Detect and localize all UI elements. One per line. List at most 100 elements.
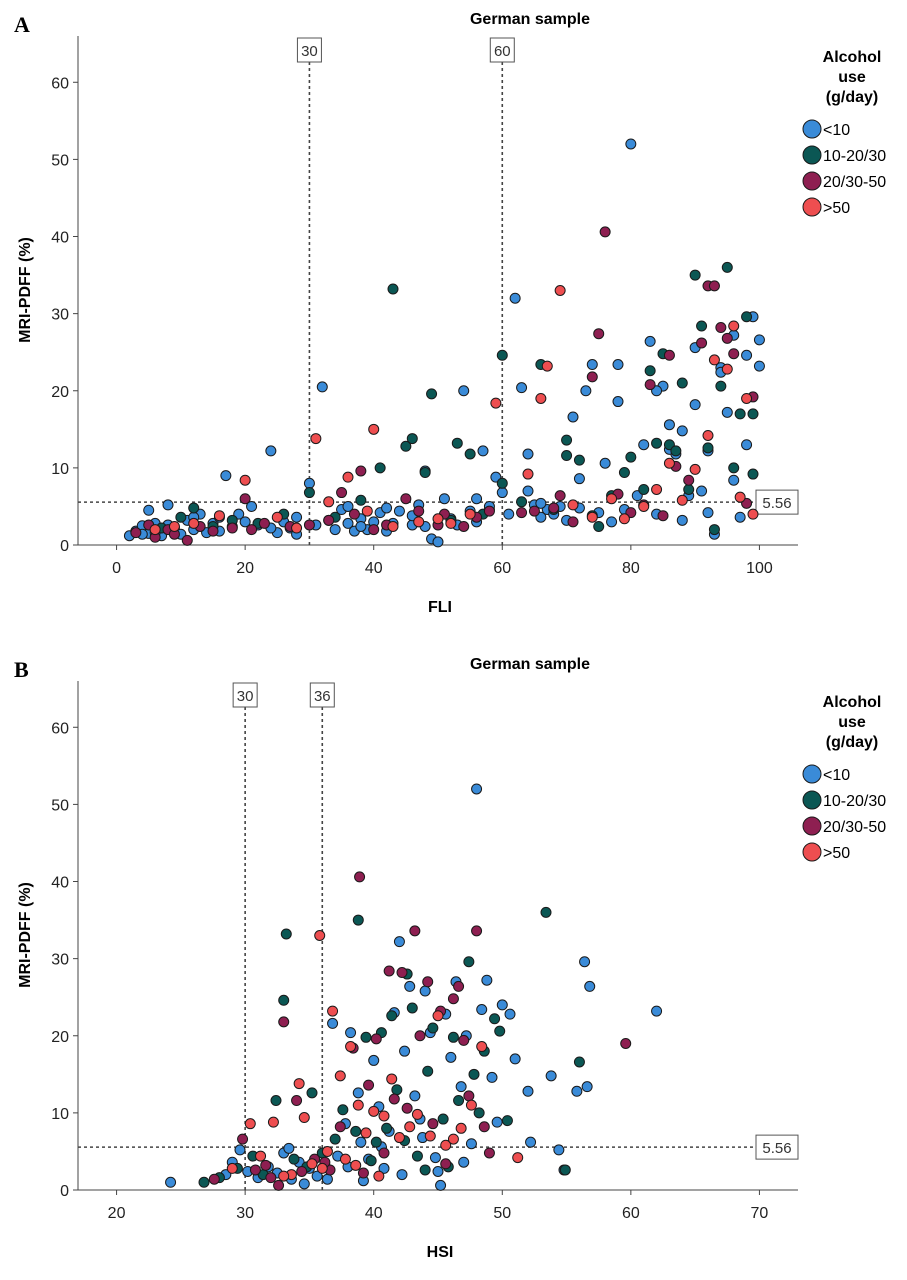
data-point: [447, 1031, 459, 1043]
data-point: [337, 1104, 349, 1116]
data-point: [728, 320, 740, 332]
data-point: [237, 1133, 249, 1145]
data-point: [747, 468, 759, 480]
data-point: [422, 976, 434, 988]
data-point: [437, 1113, 449, 1125]
data-point: [280, 928, 292, 940]
x-axis-title: HSI: [427, 1244, 454, 1261]
data-point: [401, 1102, 413, 1114]
data-point: [327, 1017, 339, 1029]
data-point: [355, 465, 367, 477]
data-point: [651, 1005, 663, 1017]
data-point: [342, 517, 354, 529]
data-point: [702, 442, 714, 454]
data-point: [689, 399, 701, 411]
data-point: [586, 371, 598, 383]
data-point: [458, 520, 470, 532]
data-point: [321, 1173, 333, 1185]
data-point: [453, 1095, 465, 1107]
data-point: [373, 1170, 385, 1182]
data-point: [432, 1165, 444, 1177]
y-tick-label: 50: [51, 797, 69, 814]
data-point: [455, 1122, 467, 1134]
data-point: [360, 1127, 372, 1139]
panel-b: B German sample 0 10 20 30 40 50 60 20 30 40 50 60 7…: [0, 645, 907, 1275]
data-point: [345, 1041, 357, 1053]
data-point: [489, 1013, 501, 1025]
data-point: [168, 520, 180, 532]
data-point: [620, 1037, 632, 1049]
data-point: [625, 451, 637, 463]
data-point: [348, 508, 360, 520]
data-point: [599, 457, 611, 469]
data-point: [734, 491, 746, 503]
data-point: [522, 468, 534, 480]
data-point: [573, 473, 585, 485]
legend-label: >50: [823, 200, 850, 217]
data-point: [509, 292, 521, 304]
data-point: [350, 1159, 362, 1171]
data-point: [387, 520, 399, 532]
data-point: [584, 980, 596, 992]
data-point: [414, 1030, 426, 1042]
data-point: [471, 493, 483, 505]
panel-a: A German sample 0 10 20 30 40 50 60 0 20 40 60 80 10…: [0, 0, 907, 630]
legend-title: Alcohol: [823, 49, 882, 66]
data-point: [409, 1090, 421, 1102]
data-point: [334, 1121, 346, 1133]
legend-swatch: [802, 197, 822, 217]
data-point: [239, 474, 251, 486]
data-point: [606, 516, 618, 528]
data-point: [278, 994, 290, 1006]
panel-letter: A: [14, 12, 30, 37]
plot-area: 0 10 20 30 40 50 60 20 30 40 50 60 70 30 36 5.56: [51, 681, 799, 1222]
data-point: [427, 1118, 439, 1130]
data-point: [181, 534, 193, 546]
data-point: [468, 1068, 480, 1080]
data-point: [239, 516, 251, 528]
data-point: [409, 925, 421, 937]
x-tick-label: 40: [365, 560, 383, 577]
legend-title: (g/day): [826, 734, 878, 751]
data-point: [471, 925, 483, 937]
legend-label: 20/30-50: [823, 174, 886, 191]
data-point: [676, 377, 688, 389]
data-point: [406, 433, 418, 445]
data-point: [753, 360, 765, 372]
data-point: [354, 871, 366, 883]
data-point: [246, 500, 258, 512]
data-point: [345, 1027, 357, 1039]
data-point: [676, 494, 688, 506]
legend-swatch: [802, 816, 822, 836]
data-point: [445, 1051, 457, 1063]
data-point: [368, 1054, 380, 1066]
reference-label-box: [296, 37, 322, 63]
data-point: [316, 1162, 328, 1174]
chart-title: German sample: [470, 656, 590, 673]
legend-swatch: [802, 842, 822, 862]
x-tick-label: 20: [108, 1205, 126, 1222]
data-point: [298, 1112, 310, 1124]
data-point: [352, 1099, 364, 1111]
data-point: [553, 1144, 565, 1156]
x-axis-title: FLI: [428, 599, 452, 616]
reference-label: 30: [301, 43, 318, 60]
data-point: [734, 511, 746, 523]
data-point: [246, 524, 258, 536]
data-point: [368, 423, 380, 435]
legend: Alcohol use (g/day) <10 10-20/30 20/30-50 >50: [802, 49, 886, 217]
data-point: [368, 1105, 380, 1117]
data-point: [586, 511, 598, 523]
data-point: [702, 429, 714, 441]
data-point: [702, 507, 714, 519]
y-tick-label: 0: [60, 538, 69, 555]
data-point: [525, 1136, 537, 1148]
y-tick-label: 0: [60, 1183, 69, 1200]
x-tick-label: 20: [236, 560, 254, 577]
data-point: [503, 508, 515, 520]
legend-label: <10: [823, 122, 850, 139]
data-point: [478, 1121, 490, 1133]
data-point: [278, 1016, 290, 1028]
data-point: [670, 445, 682, 457]
data-point: [383, 965, 395, 977]
